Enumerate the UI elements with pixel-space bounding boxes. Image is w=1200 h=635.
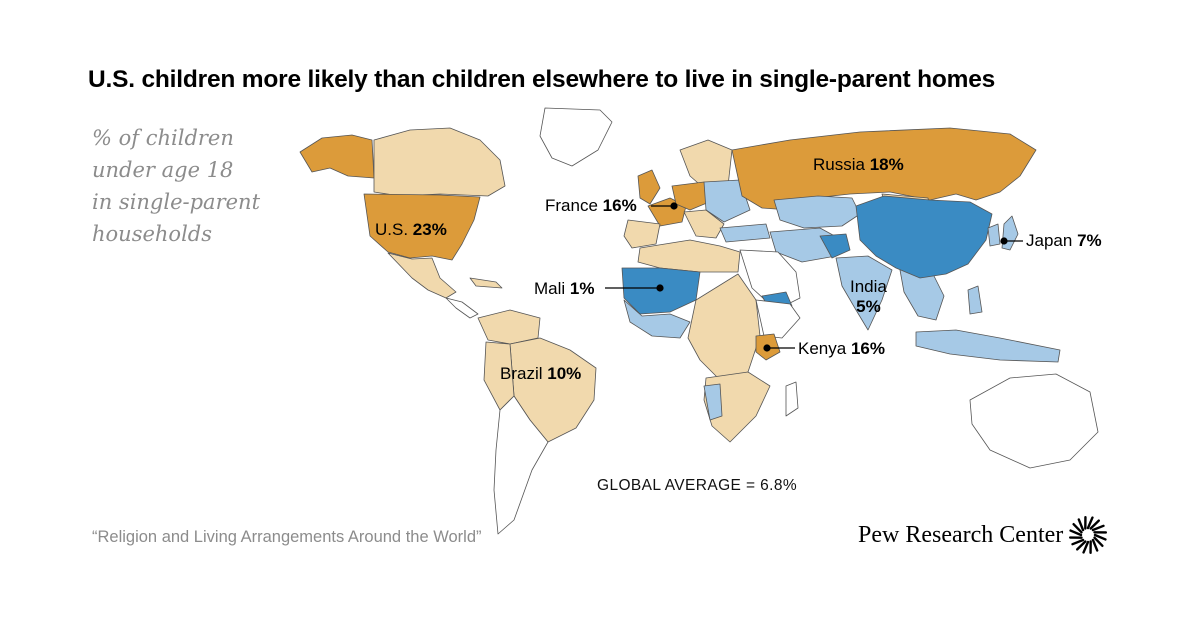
brand-name: Pew Research Center (858, 522, 1064, 548)
global-average-note: GLOBAL AVERAGE = 6.8% (597, 477, 798, 494)
region-mexico (387, 252, 457, 299)
marker-kenya (763, 344, 771, 352)
map-subtitle: % of children under age 18 in single-par… (92, 122, 282, 250)
subtitle-line: under age 18 (92, 158, 234, 182)
label-kenya: Kenya 16% (798, 339, 885, 359)
label-mali-name: Mali (534, 279, 566, 298)
region-greenland (539, 107, 613, 167)
region-japan (1001, 215, 1019, 251)
region-north-africa (637, 239, 741, 273)
region-central-africa (687, 273, 761, 381)
region-west-africa (623, 299, 691, 339)
label-france-value: 16% (602, 196, 637, 215)
subtitle-line: households (92, 222, 213, 246)
label-japan-name: Japan (1026, 231, 1073, 250)
region-uk-ireland (637, 169, 661, 205)
region-indonesia (915, 329, 1061, 363)
region-central-america (445, 297, 479, 319)
region-kazakhstan (773, 195, 861, 229)
region-india (835, 255, 893, 331)
region-canada (373, 127, 506, 197)
region-madagascar (785, 381, 799, 417)
region-balkans-italy (683, 209, 725, 239)
region-us (363, 193, 481, 261)
region-horn-of-africa (755, 299, 801, 339)
region-philippines (967, 285, 983, 315)
region-australia (969, 373, 1099, 469)
region-china (855, 195, 993, 279)
label-us-name: U.S. (375, 220, 409, 239)
region-afghanistan (819, 233, 851, 259)
marker-mali (656, 284, 664, 292)
label-india-name: India (850, 277, 887, 296)
label-japan-value: 7% (1077, 231, 1102, 250)
subtitle-line: % of children (92, 126, 234, 150)
region-eastern-europe (703, 179, 751, 223)
label-brazil-value: 10% (547, 364, 582, 383)
region-central-europe (671, 181, 715, 211)
region-southern-cone (493, 395, 549, 535)
region-caribbean (469, 277, 503, 289)
label-brazil: Brazil 10% (500, 364, 581, 384)
label-us-value: 23% (412, 220, 447, 239)
label-kenya-name: Kenya (798, 339, 847, 358)
region-alaska (299, 134, 375, 179)
label-russia-value: 18% (869, 155, 904, 174)
label-us: U.S. 23% (375, 220, 447, 240)
subtitle-line: in single-parent (92, 190, 261, 214)
label-russia: Russia 18% (813, 155, 904, 175)
label-japan: Japan 7% (1026, 231, 1102, 251)
region-iberia (623, 219, 661, 249)
pew-logo-icon (1068, 515, 1108, 555)
region-korea (987, 223, 1001, 247)
label-kenya-value: 16% (850, 339, 885, 358)
label-france-name: France (545, 196, 598, 215)
label-mali: Mali 1% (534, 279, 594, 299)
label-india-value: 5% (856, 297, 881, 316)
source-note: “Religion and Living Arrangements Around… (92, 528, 482, 546)
map-title: U.S. children more likely than children … (88, 66, 996, 93)
label-india: India 5% (850, 277, 887, 317)
label-brazil-name: Brazil (500, 364, 543, 383)
region-angola (703, 383, 723, 421)
region-colombia-venezuela (477, 309, 541, 345)
label-mali-value: 1% (569, 279, 595, 298)
marker-japan (1000, 237, 1008, 245)
region-turkey (719, 223, 771, 243)
marker-france (670, 202, 678, 210)
label-france: France 16% (545, 196, 637, 216)
label-russia-name: Russia (813, 155, 865, 174)
